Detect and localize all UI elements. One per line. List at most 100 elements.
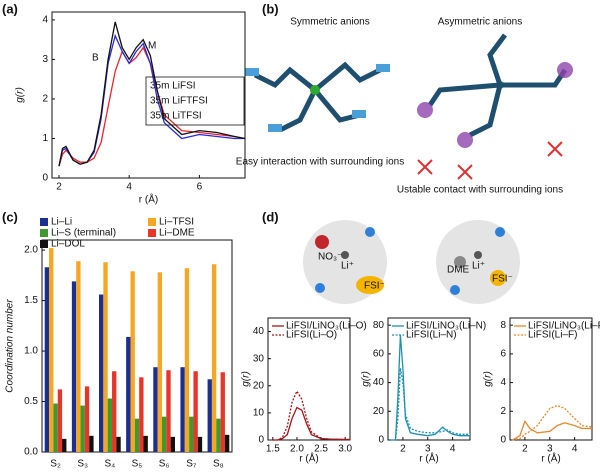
x-tick-label: 4 — [126, 182, 132, 193]
dme — [454, 256, 466, 268]
y-tick-label: 0 — [42, 173, 48, 184]
x-tick-label: 3.0 — [338, 444, 352, 455]
diagram-d: NO₃⁻ Li⁺ FSI⁻ DME Li⁺ FSI⁻ — [303, 220, 520, 304]
bar — [116, 436, 121, 452]
bar — [166, 370, 171, 452]
y-tick-label: 20 — [373, 406, 385, 417]
bar — [99, 294, 104, 452]
panel-label: (b) — [262, 1, 279, 16]
li — [474, 251, 482, 259]
bar — [49, 248, 54, 452]
bar — [153, 367, 158, 452]
legend-label: 35m LiFTFSI — [150, 96, 208, 107]
diagram-b: (b) Symmetric anions Asymmetric anions E… — [236, 1, 573, 196]
plot-frame — [51, 11, 246, 179]
legend-label: LiFSI/LiNO₃(Li–N) — [406, 321, 486, 332]
line-series — [512, 404, 593, 441]
bar — [161, 416, 167, 452]
fsi — [490, 270, 506, 286]
legend-label: LiFSI(Li–F) — [528, 330, 577, 341]
x-tick-label: 2.0 — [290, 444, 304, 455]
x-tick-label: S₅ — [132, 459, 143, 470]
bar — [170, 436, 175, 452]
y-axis-label: g(r) — [483, 371, 494, 387]
y-tick-label: 0.0 — [24, 447, 38, 458]
y-tick-label: 1.0 — [24, 346, 38, 357]
bar — [211, 264, 217, 452]
label: Li⁺ — [472, 261, 485, 272]
bar — [207, 379, 212, 452]
bar — [143, 435, 148, 452]
x-tick-label: 2 — [522, 444, 528, 455]
y-tick-label: 0 — [258, 435, 264, 446]
legend-label: Li–S (terminal) — [51, 228, 116, 239]
y-tick-label: 30 — [253, 353, 265, 364]
bar — [139, 377, 144, 452]
legend-swatch — [40, 240, 48, 248]
y-axis-label: Coordination number — [5, 299, 16, 393]
legend-label: LiFSI/LiNO₃(Li–O) — [286, 321, 367, 332]
label: FSI⁻ — [364, 281, 385, 292]
y-tick-label: 4 — [42, 15, 48, 26]
line-series — [390, 368, 470, 441]
x-axis-label: r (Å) — [419, 452, 438, 465]
legend-label: LiFSI(Li–N) — [406, 330, 457, 341]
y-axis-label: g(r) — [241, 371, 252, 387]
bar — [80, 405, 85, 452]
bar — [157, 272, 162, 452]
bar — [180, 367, 185, 452]
y-tick-label: 10 — [253, 408, 265, 419]
label: Li⁺ — [341, 261, 354, 272]
legend-swatch — [148, 229, 156, 237]
bar — [103, 262, 108, 452]
y-tick-label: 3 — [42, 54, 48, 65]
plot-frame — [387, 317, 471, 441]
line-series — [272, 406, 350, 441]
bar — [53, 403, 58, 452]
legend-label: Li–DOL — [51, 239, 85, 250]
line-series — [272, 389, 350, 441]
y-tick-label: 20 — [253, 380, 265, 391]
legend-label: Li–TFSI — [159, 217, 194, 228]
anion-ends — [245, 64, 390, 132]
y-tick-label: 6 — [500, 349, 506, 360]
x-tick-label: 2.5 — [314, 444, 328, 455]
line-series — [58, 21, 246, 167]
panel-label: (a) — [2, 1, 18, 16]
y-tick-label: 0 — [500, 435, 506, 446]
legend-frame — [145, 76, 245, 126]
diagram-title: Asymmetric anions — [438, 17, 522, 28]
x-axis-label: r (Å) — [139, 193, 158, 206]
y-tick-label: 40 — [253, 326, 265, 337]
plot-frame — [509, 317, 593, 441]
bar — [107, 398, 113, 452]
y-tick-label: 0.5 — [24, 396, 38, 407]
y-tick-label: 80 — [373, 320, 385, 331]
x-axis-label: r (Å) — [541, 452, 560, 465]
label: DME — [447, 265, 470, 276]
bar — [130, 271, 135, 452]
legend-label: Li–Li — [51, 217, 72, 228]
molecule-asym — [427, 33, 568, 138]
legend-label: 35m LiTFSI — [150, 111, 202, 122]
anion-ends — [417, 62, 573, 148]
bar — [184, 268, 190, 452]
solvent — [495, 227, 505, 237]
bar — [44, 267, 50, 452]
legend-swatch — [40, 218, 48, 226]
label: FSI⁻ — [492, 274, 513, 285]
bar — [112, 371, 117, 452]
y-tick-label: 2 — [42, 94, 48, 105]
y-tick-label: 0 — [378, 435, 384, 446]
cross-marks — [417, 141, 563, 180]
y-tick-label: 60 — [373, 349, 385, 360]
x-tick-label: 2 — [400, 444, 406, 455]
caption: Easy interaction with surrounding ions — [236, 157, 404, 168]
bar — [134, 418, 140, 452]
bar — [89, 435, 94, 452]
y-axis-label: g(r) — [361, 371, 372, 387]
x-tick-label: 3 — [547, 444, 553, 455]
x-tick-label: S₇ — [186, 459, 197, 470]
y-tick-label: 1 — [42, 133, 48, 144]
